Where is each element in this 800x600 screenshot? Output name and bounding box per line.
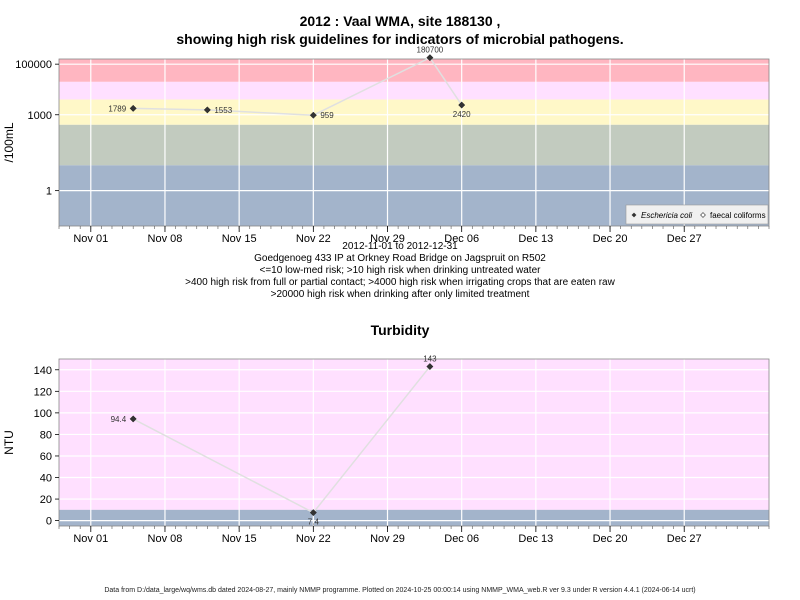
chart2-x-tick-label-5: Dec 06 [444, 533, 479, 545]
chart2-y-axis-title: NTU [2, 430, 16, 455]
legend-marker-ecoli [631, 212, 637, 218]
legend-marker-faecal [700, 212, 706, 218]
chart2-y-tick-label-0: 0 [46, 516, 52, 528]
chart1-data-point-3 [426, 54, 434, 62]
chart1-y-axis-title: /100mL [2, 122, 16, 162]
chart2-y-tick-label-5: 100 [34, 408, 52, 420]
chart2-y-tick-label-3: 60 [40, 451, 52, 463]
chart1-data-label-1: 1553 [214, 106, 232, 115]
chart2-border [58, 358, 770, 527]
footer-note: Data from D:/data_large/wq/wms.db dated … [104, 587, 696, 594]
chart1-y-tick-label-2: 100000 [15, 59, 52, 71]
chart1-note-1: <=10 low-med risk; >10 high risk when dr… [259, 265, 541, 276]
chart1-x-tick-label-1: Nov 08 [148, 233, 183, 245]
chart1-data-point-1 [203, 106, 211, 114]
chart1-data-point-4 [458, 101, 466, 109]
chart1-x-tick-label-5: Dec 06 [444, 233, 479, 245]
chart2-risk-band-1 [59, 509, 769, 526]
chart1-x-tick-label-6: Dec 13 [518, 233, 553, 245]
chart1-x-tick-label-3: Nov 22 [296, 233, 331, 245]
chart1-border [58, 58, 770, 227]
chart1-data-label-0: 1789 [108, 104, 126, 113]
chart1-title-line1: 2012 : Vaal WMA, site 188130 , [299, 13, 501, 29]
chart2-data-point-0 [129, 415, 137, 423]
chart1-data-label-4: 2420 [453, 110, 471, 119]
chart1-plot: Nov 01 Nov 08 Nov 15 Nov 22 Nov 29 Dec 06 Dec … [2, 46, 770, 245]
chart1-risk-band-2 [59, 99, 769, 125]
chart2-data-point-1 [309, 509, 317, 517]
chart2-title: Turbidity [370, 322, 430, 338]
chart1-x-tick-label-8: Dec 27 [667, 233, 702, 245]
chart1-x-tick-label-2: Nov 15 [222, 233, 257, 245]
chart2-data-point-2 [426, 363, 434, 371]
chart1-y-tick-label-1: 1000 [28, 110, 52, 122]
chart2-y-tick-label-2: 40 [40, 473, 52, 485]
chart2-x-tick-label-8: Dec 27 [667, 533, 702, 545]
chart1-note-2: >400 high risk from full or partial cont… [185, 277, 615, 288]
chart1-data-point-2 [309, 111, 317, 119]
legend-label-ecoli: Eschericia coli [641, 211, 692, 220]
chart2-data-label-2: 143 [423, 355, 437, 364]
chart1-y-tick-label-0: 1 [46, 186, 52, 198]
chart2-y-tick-label-4: 80 [40, 429, 52, 441]
chart1-title-line2: showing high risk guidelines for indicat… [176, 31, 624, 47]
chart2-x-tick-label-3: Nov 22 [296, 533, 331, 545]
chart1-x-tick-label-7: Dec 20 [593, 233, 628, 245]
chart1-date-range: 2012-11-01 to 2012-12-31 [342, 241, 458, 252]
chart2-y-tick-label-1: 20 [40, 494, 52, 506]
chart2-x-tick-label-1: Nov 08 [148, 533, 183, 545]
chart1-data-point-0 [129, 104, 137, 112]
chart1-legend: Eschericia coli faecal coliforms [625, 204, 769, 225]
chart2-x-tick-label-6: Dec 13 [518, 533, 553, 545]
chart2-x-tick-label-0: Nov 01 [73, 533, 108, 545]
chart2-x-tick-label-7: Dec 20 [593, 533, 628, 545]
chart1-risk-band-3 [59, 124, 769, 166]
chart1-x-tick-label-4: Nov 29 [370, 233, 405, 245]
chart1-risk-band-1 [59, 81, 769, 100]
legend-label-faecal: faecal coliforms [710, 211, 766, 220]
chart2-plot: Nov 01 Nov 08 Nov 15 Nov 22 Nov 29 Dec 06 Dec … [2, 355, 770, 545]
chart2-data-label-0: 94.4 [111, 415, 127, 424]
legend-box [625, 204, 769, 225]
chart1-data-label-2: 959 [320, 111, 334, 120]
chart1-data-label-3: 180700 [417, 46, 444, 55]
chart2-data-label-1: 7.4 [308, 518, 320, 527]
chart2-x-tick-label-4: Nov 29 [370, 533, 405, 545]
chart1-note-3: >20000 high risk when drinking after onl… [270, 289, 530, 300]
chart1-x-tick-label-0: Nov 01 [73, 233, 108, 245]
chart2-y-tick-label-6: 120 [34, 386, 52, 398]
chart2-y-tick-label-7: 140 [34, 365, 52, 377]
chart2-x-tick-label-2: Nov 15 [222, 533, 257, 545]
chart1-location: Goedgenoeg 433 IP at Orkney Road Bridge … [254, 253, 546, 264]
